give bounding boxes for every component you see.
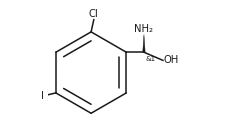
Text: OH: OH: [164, 55, 179, 65]
Text: Cl: Cl: [89, 9, 99, 19]
Text: &1: &1: [146, 56, 156, 62]
Text: NH₂: NH₂: [134, 24, 153, 34]
Text: I: I: [41, 91, 44, 101]
Polygon shape: [143, 35, 145, 52]
